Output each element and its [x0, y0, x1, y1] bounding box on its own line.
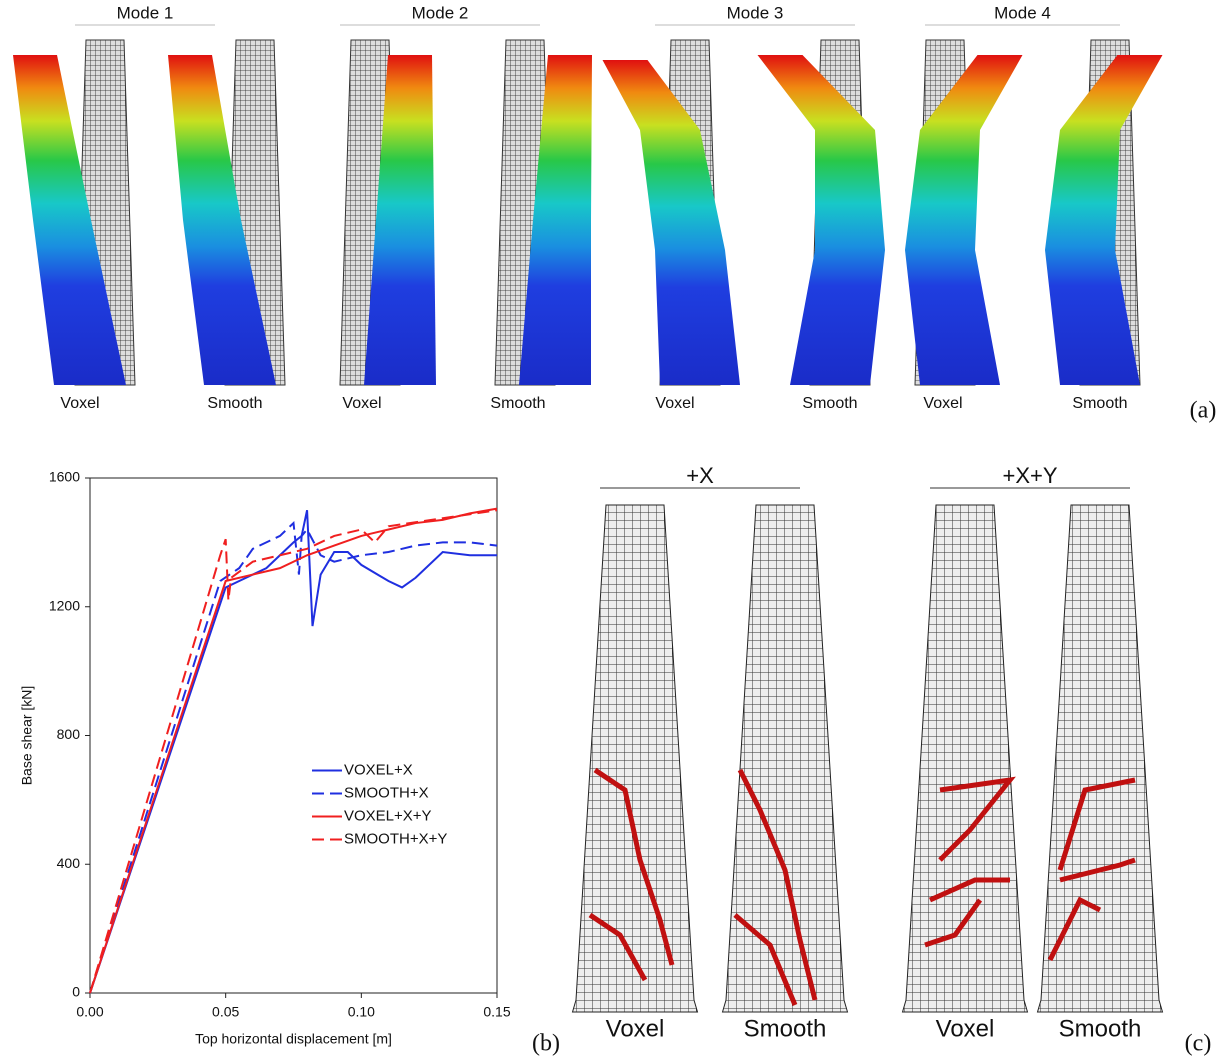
- tower-shape: [905, 55, 1023, 385]
- plot-frame: [90, 478, 497, 993]
- model-label: Voxel: [60, 395, 99, 412]
- x-tick-label: 0.10: [348, 1004, 375, 1020]
- legend-label: VOXEL+X+Y: [344, 807, 432, 824]
- tower: [723, 505, 848, 1012]
- x-tick-label: 0.00: [76, 1004, 103, 1020]
- model-label: Voxel: [655, 395, 694, 412]
- panel-a: Mode 1 Voxel Smooth Mode 2 Voxel Smooth Mode 3…: [13, 3, 1163, 412]
- series-line: [90, 510, 497, 993]
- tower: [168, 40, 285, 385]
- x-axis-label: Top horizontal displacement [m]: [195, 1031, 392, 1047]
- y-tick-label: 1600: [49, 469, 80, 485]
- legend-label: SMOOTH+X+Y: [344, 830, 447, 847]
- tower: [758, 40, 886, 385]
- y-axis-label: Base shear [kN]: [19, 686, 35, 786]
- tower: [905, 40, 1023, 385]
- y-tick-label: 0: [72, 984, 80, 1000]
- panel-tag: (a): [1190, 398, 1217, 424]
- model-label: Smooth: [1072, 395, 1127, 412]
- tower: [1045, 40, 1163, 385]
- series-line: [90, 510, 497, 993]
- tower: [495, 40, 592, 385]
- model-label: Smooth: [802, 395, 857, 412]
- y-tick-label: 400: [57, 855, 81, 871]
- panel-c: +X Voxel Smooth +X+Y Voxel Smooth: [573, 463, 1163, 1043]
- x-tick-label: 0.15: [483, 1004, 510, 1020]
- model-label: Voxel: [936, 1015, 995, 1042]
- legend-label: SMOOTH+X: [344, 784, 429, 801]
- tower-shape: [723, 505, 848, 1012]
- model-label: Smooth: [490, 395, 545, 412]
- x-tick-label: 0.05: [212, 1004, 239, 1020]
- tower-shape: [1038, 505, 1163, 1012]
- tower-shape: [1045, 55, 1163, 385]
- series-line: [90, 509, 497, 993]
- tower-shape: [903, 505, 1028, 1012]
- tower: [13, 40, 135, 385]
- tower: [340, 40, 436, 385]
- tower-shape: [603, 60, 741, 385]
- model-label: Voxel: [923, 395, 962, 412]
- mode-title: Mode 2: [412, 3, 469, 22]
- page: Mode 1 Voxel Smooth Mode 2 Voxel Smooth Mode 3…: [0, 0, 1224, 1062]
- case-title: +X+Y: [1002, 463, 1057, 488]
- figure: Mode 1 Voxel Smooth Mode 2 Voxel Smooth Mode 3…: [0, 0, 1224, 1062]
- y-tick-label: 800: [57, 726, 81, 742]
- model-label: Smooth: [744, 1015, 827, 1042]
- tower: [1038, 505, 1163, 1012]
- panel-tag: (b): [532, 1031, 560, 1057]
- model-label: Smooth: [207, 395, 262, 412]
- series-line: [90, 523, 497, 993]
- tower: [903, 505, 1028, 1012]
- tower: [573, 505, 698, 1012]
- tower: [603, 40, 741, 385]
- mode-title: Mode 3: [727, 3, 784, 22]
- panel-tag: (c): [1185, 1031, 1212, 1057]
- panel-b: 0 400 800 1200 1600 0.00 0.05 0.10 0.15 Top horiz…: [19, 469, 511, 1047]
- y-tick-label: 1200: [49, 597, 80, 613]
- legend-label: VOXEL+X: [344, 761, 413, 778]
- mode-title: Mode 4: [994, 3, 1051, 22]
- tower-shape: [758, 55, 886, 385]
- model-label: Smooth: [1059, 1015, 1142, 1042]
- mode-title: Mode 1: [117, 3, 174, 22]
- model-label: Voxel: [606, 1015, 665, 1042]
- tower-shape: [573, 505, 698, 1012]
- model-label: Voxel: [342, 395, 381, 412]
- case-title: +X: [686, 463, 714, 488]
